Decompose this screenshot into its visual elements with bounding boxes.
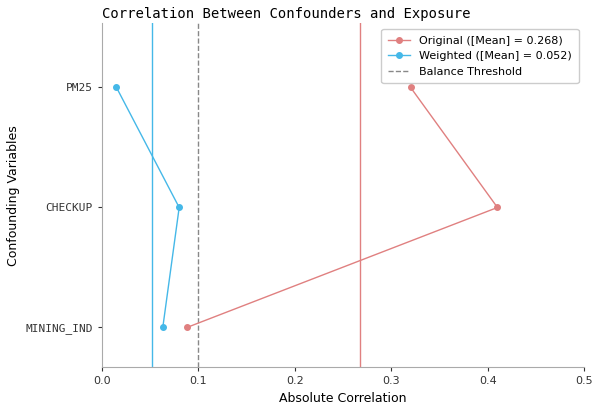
Legend: Original ([Mean] = 0.268), Weighted ([Mean] = 0.052), Balance Threshold: Original ([Mean] = 0.268), Weighted ([Me…: [382, 29, 578, 84]
Y-axis label: Confounding Variables: Confounding Variables: [7, 125, 20, 266]
Text: Correlation Between Confounders and Exposure: Correlation Between Confounders and Expo…: [102, 7, 470, 21]
X-axis label: Absolute Correlation: Absolute Correlation: [280, 392, 407, 405]
